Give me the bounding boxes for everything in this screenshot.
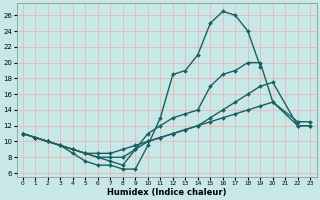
X-axis label: Humidex (Indice chaleur): Humidex (Indice chaleur): [107, 188, 226, 197]
